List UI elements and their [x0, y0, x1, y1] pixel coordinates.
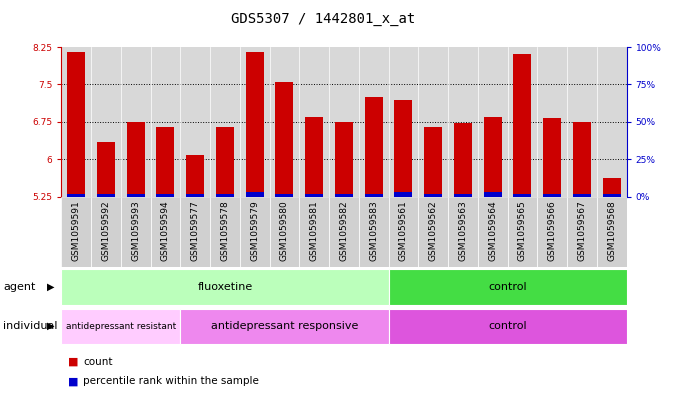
Bar — [573, 193, 591, 196]
Text: GSM1059583: GSM1059583 — [369, 200, 378, 261]
Bar — [573, 122, 591, 196]
Bar — [216, 127, 234, 196]
Bar — [270, 196, 299, 267]
Bar — [329, 196, 359, 267]
Text: GSM1059563: GSM1059563 — [458, 200, 467, 261]
Bar — [127, 122, 144, 196]
Text: GSM1059579: GSM1059579 — [250, 200, 259, 261]
Bar — [157, 193, 174, 196]
Bar — [454, 123, 472, 196]
Bar — [454, 193, 472, 196]
Bar — [180, 196, 210, 267]
Bar — [127, 193, 144, 196]
Bar — [418, 196, 448, 267]
Bar — [186, 155, 204, 196]
Bar — [389, 309, 627, 344]
Text: control: control — [488, 321, 527, 331]
Bar — [97, 193, 115, 196]
Bar — [484, 117, 502, 196]
Bar — [603, 178, 620, 196]
Bar — [121, 196, 151, 267]
Bar — [246, 52, 264, 196]
Bar — [216, 193, 234, 196]
Bar — [210, 196, 240, 267]
Bar — [240, 196, 270, 267]
Text: GSM1059582: GSM1059582 — [339, 200, 349, 261]
Text: control: control — [488, 282, 527, 292]
Bar — [597, 196, 627, 267]
Text: GSM1059592: GSM1059592 — [101, 200, 110, 261]
Bar — [186, 193, 204, 196]
Bar — [365, 97, 383, 196]
Bar — [537, 196, 567, 267]
Bar — [151, 196, 180, 267]
Bar — [394, 101, 412, 196]
Text: GSM1059566: GSM1059566 — [548, 200, 556, 261]
Text: count: count — [83, 356, 112, 367]
Bar — [157, 127, 174, 196]
Text: GSM1059593: GSM1059593 — [131, 200, 140, 261]
Text: GSM1059594: GSM1059594 — [161, 200, 170, 261]
Bar — [335, 122, 353, 196]
Bar — [299, 196, 329, 267]
Text: GSM1059564: GSM1059564 — [488, 200, 497, 261]
Bar — [389, 196, 418, 267]
Bar — [335, 193, 353, 196]
Bar — [305, 117, 323, 196]
Bar — [359, 196, 389, 267]
Text: agent: agent — [3, 282, 36, 292]
Bar — [246, 192, 264, 196]
Text: GDS5307 / 1442801_x_at: GDS5307 / 1442801_x_at — [232, 12, 415, 26]
Bar — [484, 192, 502, 196]
Bar — [543, 193, 561, 196]
Text: fluoxetine: fluoxetine — [197, 282, 253, 292]
Text: GSM1059562: GSM1059562 — [428, 200, 438, 261]
Bar — [513, 193, 531, 196]
Text: antidepressant responsive: antidepressant responsive — [210, 321, 358, 331]
Bar — [424, 193, 442, 196]
Bar — [67, 52, 85, 196]
Bar — [389, 269, 627, 305]
Bar — [567, 196, 597, 267]
Text: individual: individual — [3, 321, 58, 331]
Bar — [365, 193, 383, 196]
Text: GSM1059561: GSM1059561 — [399, 200, 408, 261]
Bar — [478, 196, 507, 267]
Bar — [61, 269, 389, 305]
Text: GSM1059577: GSM1059577 — [191, 200, 200, 261]
Text: antidepressant resistant: antidepressant resistant — [65, 322, 176, 331]
Text: percentile rank within the sample: percentile rank within the sample — [83, 376, 259, 386]
Text: ▶: ▶ — [47, 282, 54, 292]
Bar — [276, 82, 294, 196]
Bar — [305, 193, 323, 196]
Text: ■: ■ — [68, 356, 78, 367]
Bar — [513, 53, 531, 196]
Bar — [61, 309, 180, 344]
Bar — [91, 196, 121, 267]
Text: GSM1059580: GSM1059580 — [280, 200, 289, 261]
Text: GSM1059568: GSM1059568 — [607, 200, 616, 261]
Bar — [180, 309, 389, 344]
Bar — [603, 193, 620, 196]
Bar — [448, 196, 478, 267]
Text: GSM1059591: GSM1059591 — [72, 200, 80, 261]
Text: GSM1059581: GSM1059581 — [310, 200, 319, 261]
Bar — [543, 118, 561, 196]
Text: ▶: ▶ — [47, 321, 54, 331]
Text: ■: ■ — [68, 376, 78, 386]
Bar — [67, 193, 85, 196]
Bar — [61, 196, 91, 267]
Bar — [394, 192, 412, 196]
Bar — [507, 196, 537, 267]
Text: GSM1059567: GSM1059567 — [577, 200, 586, 261]
Text: GSM1059565: GSM1059565 — [518, 200, 527, 261]
Text: GSM1059578: GSM1059578 — [221, 200, 229, 261]
Bar — [424, 127, 442, 196]
Bar — [97, 142, 115, 196]
Bar — [276, 193, 294, 196]
